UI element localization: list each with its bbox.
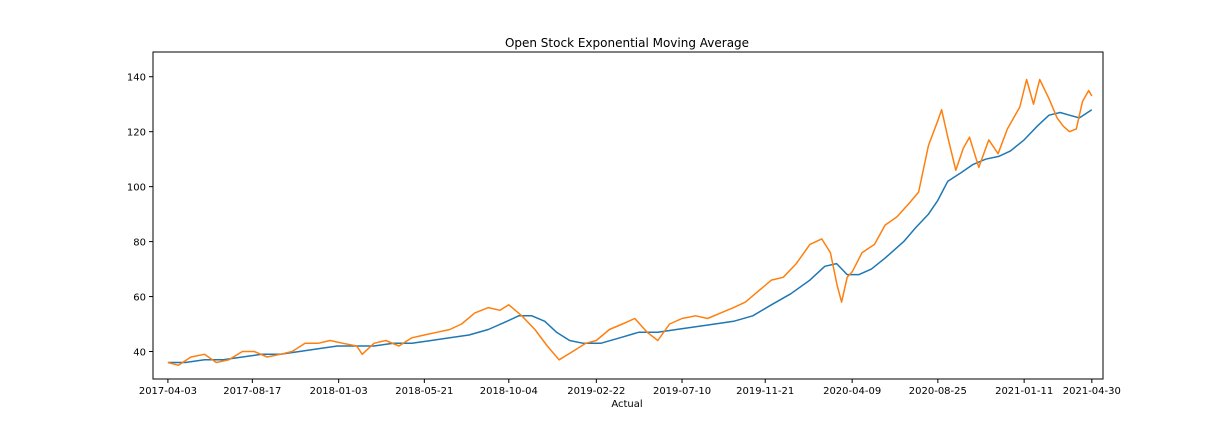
x-axis-label: Actual <box>611 399 642 410</box>
y-tick-label: 140 <box>127 73 146 84</box>
x-tick-label: 2017-08-17 <box>223 386 281 397</box>
x-tick-label: 2019-11-21 <box>736 386 794 397</box>
y-tick-label: 80 <box>133 238 146 249</box>
chart-title: Open Stock Exponential Moving Average <box>505 36 749 50</box>
x-tick-label: 2021-01-11 <box>995 386 1053 397</box>
x-tick-label: 2018-05-21 <box>395 386 453 397</box>
x-axis-ticks: 2017-04-03 2017-08-17 2018-01-03 2018-05-21… <box>139 379 1121 397</box>
plot-area <box>167 78 1093 367</box>
x-tick-label: 2019-07-10 <box>653 386 711 397</box>
x-tick-label: 2020-08-25 <box>909 386 967 397</box>
x-tick-label: 2020-04-09 <box>823 386 881 397</box>
ema-series-line <box>167 109 1093 364</box>
x-tick-label: 2018-10-04 <box>480 386 538 397</box>
y-tick-label: 100 <box>127 183 146 194</box>
actual-series-line <box>167 78 1093 367</box>
axes-frame <box>152 51 1104 380</box>
y-tick-label: 120 <box>127 128 146 139</box>
x-tick-label: 2021-04-30 <box>1063 386 1121 397</box>
x-tick-label: 2019-02-22 <box>567 386 625 397</box>
y-tick-label: 60 <box>133 293 146 304</box>
x-tick-label: 2018-01-03 <box>310 386 368 397</box>
y-tick-label: 40 <box>133 348 146 359</box>
x-tick-label: 2017-04-03 <box>139 386 197 397</box>
y-axis-ticks: 40 60 80 100 120 140 <box>127 73 153 359</box>
